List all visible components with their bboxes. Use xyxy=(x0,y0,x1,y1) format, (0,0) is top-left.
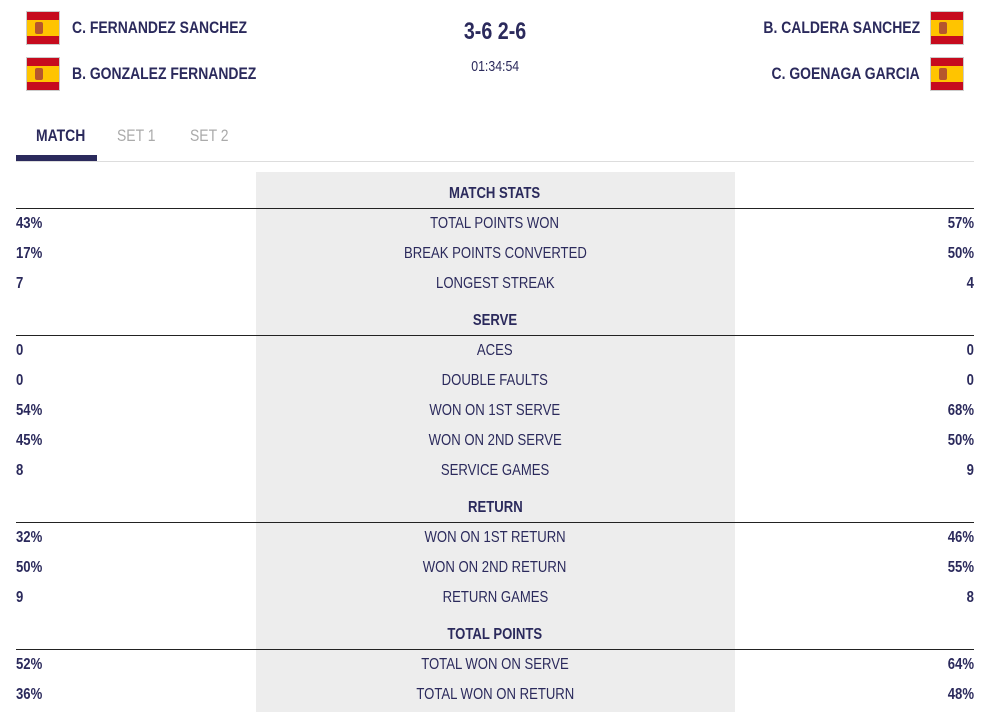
stat-label: TOTAL POINTS WON xyxy=(430,215,560,232)
stat-row: 52% TOTAL WON ON SERVE 64% xyxy=(16,650,974,680)
team2-value: 68% xyxy=(947,402,974,419)
section-header: RETURN xyxy=(16,486,974,523)
team1-value: 9 xyxy=(16,589,24,606)
team2-value: 48% xyxy=(947,686,974,703)
stat-label: LONGEST STREAK xyxy=(435,275,555,292)
stats-table: MATCH STATS 43% TOTAL POINTS WON 57% 17% BREA… xyxy=(16,172,974,710)
match-header: C. FERNANDEZ SANCHEZ B. GONZALEZ FERNAND… xyxy=(0,0,987,110)
team2-value: 8 xyxy=(966,589,974,606)
team1-value: 54% xyxy=(16,402,43,419)
team2-value: 46% xyxy=(947,529,974,546)
spain-flag-icon xyxy=(26,11,60,45)
team2-value: 55% xyxy=(947,559,974,576)
team1-value: 7 xyxy=(16,275,24,292)
team1-value: 0 xyxy=(16,372,24,389)
team2-value: 4 xyxy=(966,275,974,292)
spain-flag-icon xyxy=(26,57,60,91)
team1-value: 17% xyxy=(16,245,43,262)
tab-set-2[interactable]: SET 2 xyxy=(190,126,229,145)
tab-match[interactable]: MATCH xyxy=(36,126,86,145)
stat-row: 54% WON ON 1ST SERVE 68% xyxy=(16,396,974,426)
player-name: C. FERNANDEZ SANCHEZ xyxy=(72,18,248,37)
team2-value: 64% xyxy=(947,656,974,673)
stat-label: WON ON 2ND SERVE xyxy=(428,432,562,449)
stat-label: ACES xyxy=(477,342,513,359)
stat-label: WON ON 1ST RETURN xyxy=(424,529,566,546)
player-name: C. GOENAGA GARCIA xyxy=(771,64,920,83)
stat-label: TOTAL WON ON SERVE xyxy=(421,656,569,673)
team2-value: 57% xyxy=(947,215,974,232)
team1-value: 0 xyxy=(16,342,24,359)
team1-value: 32% xyxy=(16,529,43,546)
stat-label: WON ON 1ST SERVE xyxy=(429,402,561,419)
team1-value: 43% xyxy=(16,215,43,232)
team2-value: 50% xyxy=(947,432,974,449)
spain-flag-icon xyxy=(930,57,964,91)
team1-value: 50% xyxy=(16,559,43,576)
team1-value: 52% xyxy=(16,656,43,673)
stat-row: 9 RETURN GAMES 8 xyxy=(16,583,974,613)
section-header: SERVE xyxy=(16,299,974,336)
stat-row: 43% TOTAL POINTS WON 57% xyxy=(16,209,974,239)
team2-value: 0 xyxy=(966,372,974,389)
stat-label: RETURN GAMES xyxy=(442,589,548,606)
match-score: 3-6 2-6 xyxy=(463,18,527,45)
team1-value: 8 xyxy=(16,462,24,479)
team2-value: 0 xyxy=(966,342,974,359)
team1-player1: C. FERNANDEZ SANCHEZ xyxy=(26,11,285,45)
active-tab-indicator xyxy=(16,155,97,161)
tab-set-1[interactable]: SET 1 xyxy=(117,126,156,145)
section-header: MATCH STATS xyxy=(16,172,974,209)
team2-value: 9 xyxy=(966,462,974,479)
team1-value: 36% xyxy=(16,686,43,703)
stat-labels-background xyxy=(256,172,735,712)
stat-row: 7 LONGEST STREAK 4 xyxy=(16,269,974,299)
team2-player2: C. GOENAGA GARCIA xyxy=(739,57,964,91)
team1-value: 45% xyxy=(16,432,43,449)
player-name: B. GONZALEZ FERNANDEZ xyxy=(72,64,257,83)
section-header: TOTAL POINTS xyxy=(16,613,974,650)
stat-label: WON ON 2ND RETURN xyxy=(423,559,567,576)
stat-label: DOUBLE FAULTS xyxy=(441,372,549,389)
stat-row: 0 DOUBLE FAULTS 0 xyxy=(16,366,974,396)
stat-row: 0 ACES 0 xyxy=(16,336,974,366)
stat-row: 8 SERVICE GAMES 9 xyxy=(16,456,974,486)
stat-label: SERVICE GAMES xyxy=(440,462,550,479)
team1-player2: B. GONZALEZ FERNANDEZ xyxy=(26,57,297,91)
stat-label: TOTAL WON ON RETURN xyxy=(416,686,574,703)
stat-row: 50% WON ON 2ND RETURN 55% xyxy=(16,553,974,583)
stat-row: 36% TOTAL WON ON RETURN 48% xyxy=(16,680,974,710)
team2-player1: B. CALDERA SANCHEZ xyxy=(729,11,964,45)
stat-label: BREAK POINTS CONVERTED xyxy=(403,245,587,262)
team2-value: 50% xyxy=(947,245,974,262)
stat-row: 17% BREAK POINTS CONVERTED 50% xyxy=(16,239,974,269)
stats-tabs: MATCH SET 1 SET 2 xyxy=(16,120,974,162)
player-name: B. CALDERA SANCHEZ xyxy=(763,18,920,37)
stat-row: 45% WON ON 2ND SERVE 50% xyxy=(16,426,974,456)
stat-row: 32% WON ON 1ST RETURN 46% xyxy=(16,523,974,553)
match-duration: 01:34:54 xyxy=(471,58,519,75)
spain-flag-icon xyxy=(930,11,964,45)
